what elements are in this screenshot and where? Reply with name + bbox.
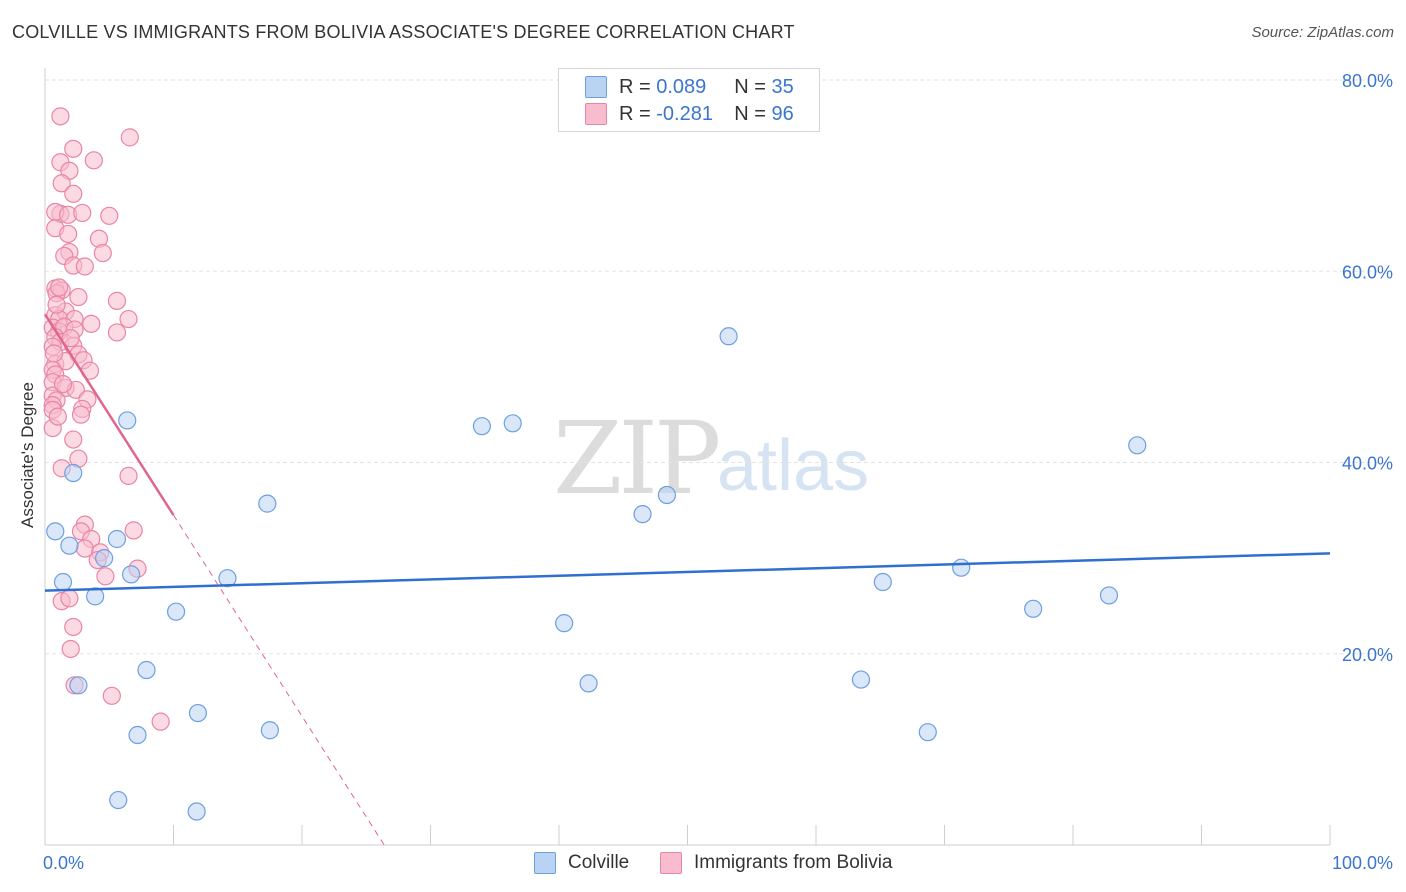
legend-r-value: -0.281	[656, 102, 713, 125]
bolivia-point	[107, 291, 127, 310]
y-tick-label: 20.0%	[1342, 645, 1393, 665]
colville-point	[64, 463, 83, 483]
colville-point	[851, 670, 871, 689]
bolivia-point	[61, 639, 80, 659]
watermark-zip: ZIP	[553, 400, 721, 517]
bolivia-point	[64, 430, 83, 449]
colville-point	[633, 505, 652, 524]
bolivia-point	[50, 278, 69, 297]
bolivia-point	[93, 243, 112, 263]
colville-point	[53, 572, 73, 592]
colville-point	[1128, 436, 1147, 455]
bolivia-point	[124, 521, 143, 540]
bolivia-point	[64, 139, 83, 158]
y-tick-label: 40.0%	[1342, 454, 1393, 474]
colville-point	[873, 572, 892, 592]
colville-point	[121, 565, 141, 584]
bolivia-point	[64, 184, 83, 203]
y-axis-label: Associate's Degree	[18, 382, 37, 528]
bolivia-point	[100, 206, 119, 225]
bolivia-point	[48, 407, 67, 426]
bolivia-point	[84, 151, 103, 170]
y-tick-label: 80.0%	[1342, 71, 1393, 91]
colville-point	[118, 411, 137, 430]
legend-n-value: 35	[771, 75, 794, 98]
colville-point	[472, 417, 491, 436]
bolivia-point	[69, 287, 88, 307]
colville-point	[258, 494, 277, 513]
colville-swatch-icon	[534, 852, 556, 874]
legend-n-label: N =	[734, 75, 766, 98]
colville-point	[657, 485, 677, 505]
bottom-legend-label: Immigrants from Bolivia	[694, 852, 893, 873]
chart-title: COLVILLE VS IMMIGRANTS FROM BOLIVIA ASSO…	[12, 22, 795, 42]
bolivia-point	[107, 323, 127, 342]
colville-point	[60, 536, 79, 555]
colville-point	[137, 660, 156, 680]
stats-legend: R = 0.089 N = 35 R = -0.281 N = 96	[558, 68, 820, 132]
bolivia-swatch-icon	[660, 852, 682, 874]
bolivia-point	[44, 344, 64, 363]
colville-point	[952, 558, 971, 577]
bolivia-point	[71, 405, 91, 424]
colville-point	[128, 725, 147, 745]
legend-row-bolivia: R = -0.281 N = 96	[585, 102, 794, 126]
legend-row-colville: R = 0.089 N = 35	[585, 75, 794, 99]
bolivia-point	[61, 329, 80, 348]
legend-r-label: R =	[619, 75, 651, 98]
colville-point	[918, 723, 937, 742]
legend-r-label: R =	[619, 102, 651, 125]
bolivia-point	[119, 466, 138, 485]
colville-point	[46, 522, 65, 541]
colville-point	[95, 549, 114, 568]
bolivia-point	[59, 224, 78, 244]
bolivia-point	[96, 567, 115, 586]
bolivia-point	[51, 107, 70, 126]
x-tick-label-min: 0.0%	[43, 853, 84, 873]
legend-r-value: 0.089	[656, 75, 707, 98]
legend-n-value: 96	[771, 102, 794, 125]
colville-point	[260, 721, 279, 740]
colville-point	[503, 414, 522, 433]
bolivia-point	[52, 174, 71, 193]
bolivia-trend-line	[43, 313, 175, 516]
bottom-legend-colville: Colville	[534, 852, 629, 874]
colville-point	[69, 676, 88, 695]
colville-point	[109, 790, 128, 810]
bolivia-swatch-icon	[585, 103, 607, 125]
bottom-legend-bolivia: Immigrants from Bolivia	[660, 852, 893, 874]
colville-point	[719, 327, 738, 346]
colville-point	[188, 703, 208, 723]
colville-point	[86, 587, 105, 606]
bolivia-point	[119, 309, 138, 329]
x-tick-label-max: 100.0%	[1332, 853, 1393, 873]
bolivia-point	[120, 128, 139, 147]
colville-swatch-icon	[585, 76, 607, 98]
bolivia-point	[60, 589, 79, 608]
bolivia-point	[64, 617, 83, 637]
bolivia-point	[75, 257, 94, 276]
colville-point	[1024, 599, 1043, 618]
source-label: Source: ZipAtlas.com	[1251, 24, 1394, 41]
bottom-legend-label: Colville	[568, 852, 630, 873]
colville-point	[107, 529, 127, 549]
colville-point	[166, 602, 186, 621]
colville-trend-line	[44, 552, 1331, 592]
watermark-atlas: atlas	[717, 426, 870, 506]
y-tick-label: 60.0%	[1342, 262, 1393, 282]
colville-point	[1099, 586, 1119, 605]
bolivia-point	[73, 203, 92, 223]
colville-point	[218, 569, 237, 588]
bolivia-point	[47, 295, 66, 314]
legend-n-label: N =	[734, 102, 766, 125]
bolivia-point	[53, 374, 73, 394]
colville-point	[555, 614, 574, 633]
bolivia-point	[82, 314, 101, 333]
bolivia-trend-extension	[173, 514, 385, 846]
colville-point	[579, 674, 598, 693]
colville-point	[187, 802, 206, 821]
bolivia-point	[151, 712, 170, 731]
bolivia-point	[102, 686, 121, 705]
